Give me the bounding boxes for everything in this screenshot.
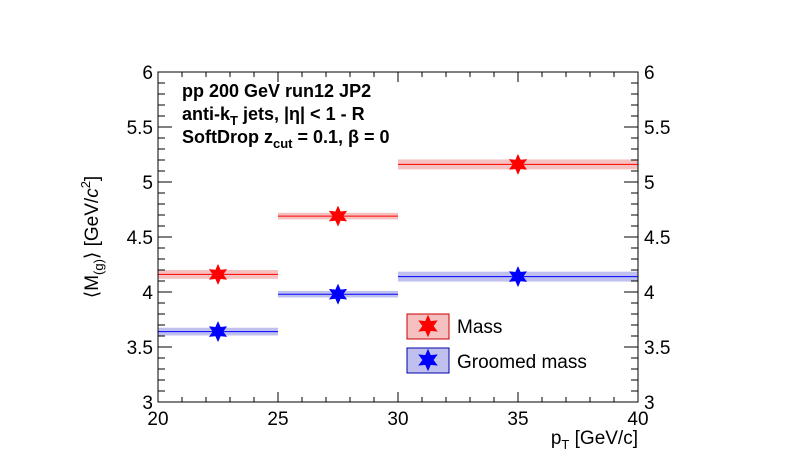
legend-groomed-marker [418, 348, 438, 372]
annotation-line-2: anti-kT jets, |η| < 1 - R [182, 104, 365, 128]
tick-labels: 20 25 30 35 403 33.5 3.54 44.5 4.55 55.5 5.56 6 [127, 63, 671, 430]
y-tick-label-left: 5 [142, 173, 153, 194]
x-tick-label: 20 [147, 409, 168, 430]
legend-mass-marker [418, 314, 438, 338]
y-tick-label-left: 4 [142, 283, 153, 304]
groomed-mass-marker-0 [208, 320, 228, 343]
systematic-bands [158, 159, 638, 336]
x-tick-label: 35 [507, 409, 528, 430]
annotation-line-3: SoftDrop zcut = 0.1, β = 0 [182, 127, 390, 151]
data-markers [208, 153, 528, 343]
x-axis-title: pT [GeV/c] [551, 428, 638, 452]
y-tick-label-left: 5.5 [127, 118, 153, 139]
y-tick-label-right: 5 [644, 173, 655, 194]
annotation: pp 200 GeV run12 JP2 anti-kT jets, |η| <… [182, 81, 390, 151]
y-tick-label-left: 3.5 [127, 338, 153, 359]
y-tick-label-right: 4.5 [644, 228, 670, 249]
mass-marker-1 [328, 205, 348, 227]
groomed-mass-marker-2 [508, 265, 528, 288]
y-tick-label-right: 6 [644, 63, 655, 84]
x-tick-label: 25 [267, 409, 288, 430]
y-tick-label-right: 3.5 [644, 338, 670, 359]
y-axis-title: ⟨M(g)⟩ [GeV/c2] [78, 176, 106, 298]
legend-mass-label: Mass [457, 317, 502, 338]
y-tick-label-right: 3 [644, 393, 655, 414]
legend-groomed-label: Groomed mass [457, 352, 587, 373]
bin-width-lines [158, 163, 638, 333]
y-tick-label-left: 4.5 [127, 228, 153, 249]
y-tick-label-right: 4 [644, 283, 655, 304]
y-tick-label-right: 5.5 [644, 118, 670, 139]
y-tick-label-left: 6 [142, 63, 153, 84]
mass-marker-0 [208, 263, 228, 286]
x-tick-label: 30 [387, 409, 408, 430]
legend: Mass Groomed mass [406, 313, 587, 374]
axis-ticks [157, 71, 639, 403]
x-tick-label: 40 [627, 409, 648, 430]
y-tick-label-left: 3 [142, 393, 153, 414]
groomed-mass-marker-1 [328, 283, 348, 305]
annotation-line-1: pp 200 GeV run12 JP2 [182, 81, 371, 101]
mass-marker-2 [508, 153, 528, 176]
